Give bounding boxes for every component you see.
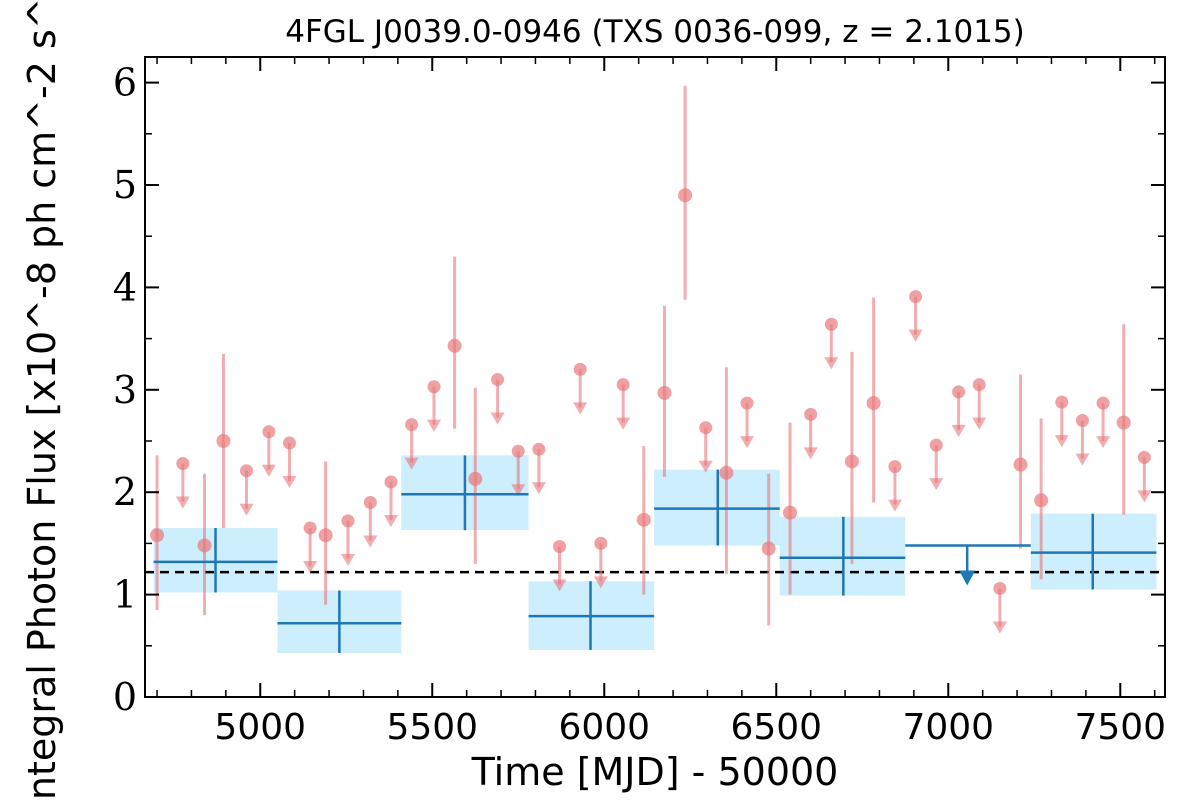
fine-bin-upper-limit-point xyxy=(363,495,377,509)
fine-bin-upper-limit-arrow xyxy=(929,478,944,491)
fine-bin-upper-limit-point xyxy=(824,317,838,331)
fine-bin-upper-limit-arrow xyxy=(239,503,254,516)
fine-bin-upper-limit-arrow xyxy=(1137,490,1152,503)
x-tick-label: 7000 xyxy=(902,707,994,748)
fine-bin-upper-limit-point xyxy=(176,457,190,471)
fine-bin-upper-limit-point xyxy=(929,438,943,452)
fine-bin-upper-limit-arrow xyxy=(908,329,923,342)
x-axis-label: Time [MJD] - 50000 xyxy=(471,750,839,794)
fine-bin-point xyxy=(1013,457,1028,472)
fine-bin-upper-limit-point xyxy=(740,396,754,410)
fine-bin-point xyxy=(216,434,231,448)
fine-bin-upper-limit-arrow xyxy=(887,499,902,512)
fine-bin-upper-limit-point xyxy=(699,421,713,435)
fine-bin-upper-limit-point xyxy=(594,536,608,550)
y-tick-label: 6 xyxy=(113,61,137,105)
fine-bin-upper-limit-arrow xyxy=(490,412,505,425)
fine-bin-upper-limit-arrow xyxy=(340,553,355,566)
fine-bin-point xyxy=(318,528,333,543)
fine-bin-upper-limit-arrow xyxy=(740,436,755,449)
fine-bin-point xyxy=(197,538,212,553)
fine-bin-point xyxy=(866,396,881,411)
fine-bin-upper-limit-arrow xyxy=(698,460,713,473)
fine-bin-upper-limit-point xyxy=(341,514,355,528)
fine-bin-upper-limit-point xyxy=(491,373,505,387)
fine-bin-point xyxy=(783,505,798,520)
fine-bin-upper-limit-arrow xyxy=(511,484,526,497)
fine-bin-upper-limit-arrow xyxy=(303,561,318,574)
fine-bin-upper-limit-point xyxy=(553,539,567,553)
y-tick-label: 5 xyxy=(113,163,137,207)
fine-bin-upper-limit-point xyxy=(384,475,398,489)
fine-bin-point xyxy=(1034,493,1049,508)
plot-area: 5000 5500 6000 6500 7000 7500 0 1 2 3 4 5 6 xyxy=(113,56,1166,748)
fine-bin-point xyxy=(844,454,859,469)
fine-bin-upper-limit-point xyxy=(303,521,317,535)
fine-bin-upper-limit-arrow xyxy=(261,464,276,477)
x-tick-label: 6000 xyxy=(558,707,650,748)
fine-bin-upper-limit-arrow xyxy=(593,576,608,589)
y-tick-label: 1 xyxy=(113,573,137,617)
fine-bin-upper-limit-point xyxy=(511,444,525,458)
fine-bin-upper-limit-arrow xyxy=(972,417,987,430)
fine-bin-upper-limit-arrow xyxy=(951,424,966,437)
coarse-bin-upper-limit-arrow xyxy=(959,570,976,586)
fine-bin-upper-limit-arrow xyxy=(531,482,546,495)
fine-bin-point xyxy=(1116,415,1131,430)
fine-bin-upper-limit-arrow xyxy=(383,514,398,527)
fine-bin-upper-limit-point xyxy=(282,436,296,450)
fine-bin-point xyxy=(678,188,693,203)
fine-bin-point xyxy=(761,541,776,556)
fine-bin-upper-limit-point xyxy=(427,380,441,394)
chart-title: 4FGL J0039.0-0946 (TXS 0036-099, z = 2.1… xyxy=(285,14,1025,50)
fine-bin-upper-limit-point xyxy=(616,378,630,392)
fine-bin-upper-limit-arrow xyxy=(404,457,419,470)
fine-bin-upper-limit-point xyxy=(1096,396,1110,410)
fine-bin-upper-limit-point xyxy=(804,407,818,421)
fine-bin-upper-limit-point xyxy=(405,418,419,432)
fine-bin-upper-limit-arrow xyxy=(363,535,378,548)
fine-bin-upper-limit-point xyxy=(573,362,587,376)
fine-bin-upper-limit-arrow xyxy=(573,402,588,415)
fine-bin-upper-limit-point xyxy=(239,464,253,478)
fine-bin-point xyxy=(468,471,483,486)
fine-bin-upper-limit-arrow xyxy=(1054,435,1069,448)
fine-bin-point xyxy=(636,512,651,527)
fine-bin-upper-limit-point xyxy=(909,290,923,304)
fine-bin-upper-limit-arrow xyxy=(824,357,839,370)
fine-bin-upper-limit-point xyxy=(1137,450,1151,464)
fine-bin-upper-limit-arrow xyxy=(803,447,818,460)
y-tick-label: 4 xyxy=(113,265,137,309)
y-axis-label: Integral Photon Flux [x10^-8 ph cm^-2 s^… xyxy=(20,0,64,800)
fine-bin-upper-limit-arrow xyxy=(282,476,297,489)
fine-bin-point xyxy=(150,528,165,543)
fine-bin-upper-limit-arrow xyxy=(1075,453,1090,466)
fine-bin-upper-limit-point xyxy=(1055,395,1069,409)
fine-bin-upper-limit-point xyxy=(972,378,986,392)
y-tick-label: 2 xyxy=(113,470,137,514)
plot-frame xyxy=(144,56,1166,698)
y-tick-label: 0 xyxy=(113,675,137,719)
fine-bin-upper-limit-arrow xyxy=(616,417,631,430)
fine-bin-upper-limit-point xyxy=(262,425,276,439)
y-tick-label: 3 xyxy=(113,368,137,412)
fine-bin-upper-limit-arrow xyxy=(1096,436,1111,449)
fine-bin-upper-limit-arrow xyxy=(175,496,190,509)
x-tick-label: 6500 xyxy=(730,707,822,748)
fine-bin-upper-limit-point xyxy=(993,581,1007,595)
x-tick-label: 5000 xyxy=(214,707,306,748)
fine-bin-upper-limit-point xyxy=(888,460,902,474)
fine-bin-point xyxy=(657,385,672,400)
x-tick-label: 7500 xyxy=(1074,707,1166,748)
fine-bin-upper-limit-arrow xyxy=(426,419,441,432)
fine-bin-point xyxy=(447,338,462,353)
fine-bin-upper-limit-point xyxy=(952,385,966,399)
x-tick-label: 5500 xyxy=(386,707,478,748)
fine-bin-upper-limit-point xyxy=(532,442,546,456)
fine-bin-upper-limit-point xyxy=(1075,414,1089,428)
fine-bin-upper-limit-arrow xyxy=(992,621,1007,634)
fine-bin-point xyxy=(719,465,734,480)
fine-bin-upper-limit-arrow xyxy=(552,579,567,592)
